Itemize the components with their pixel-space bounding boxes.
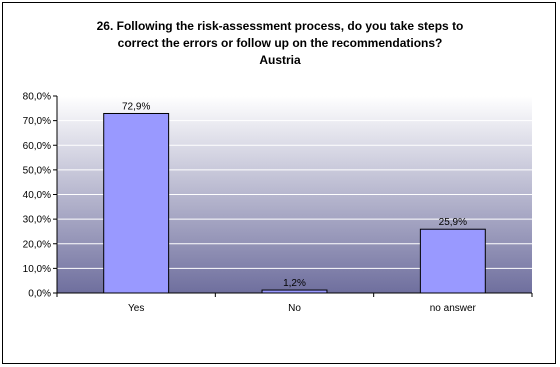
bar-yes	[103, 112, 170, 294]
data-label: 25,9%	[439, 217, 467, 228]
y-tick-label: 10,0%	[23, 264, 51, 275]
data-label: 72,9%	[122, 101, 150, 112]
y-tick-label: 20,0%	[23, 239, 51, 250]
y-tick-label: 40,0%	[23, 190, 51, 201]
y-tick-label: 80,0%	[23, 92, 51, 103]
y-tick-label: 70,0%	[23, 116, 51, 127]
labels: 0,0% 10,0% 20,0% 30,0% 40,0% 50,0% 60,0% 70,0% 8…	[23, 92, 477, 315]
chart-title: 26. Following the risk-assessment proces…	[0, 18, 560, 69]
y-tick-label: 50,0%	[23, 165, 51, 176]
chart-title-line-2: correct the errors or follow up on the r…	[117, 36, 443, 50]
chart-title-line-3: Austria	[259, 53, 301, 67]
data-label: 1,2%	[283, 278, 306, 289]
y-tick-label: 60,0%	[23, 141, 51, 152]
x-tick-label: Yes	[128, 303, 144, 314]
x-tick-label: no answer	[430, 303, 477, 314]
chart-title-line-1: 26. Following the risk-assessment proces…	[96, 19, 464, 33]
x-tick-label: No	[288, 303, 301, 314]
y-tick-label: 0,0%	[28, 289, 51, 300]
bar-no-answer	[419, 228, 486, 294]
axes	[53, 95, 533, 297]
y-tick-label: 30,0%	[23, 215, 51, 226]
